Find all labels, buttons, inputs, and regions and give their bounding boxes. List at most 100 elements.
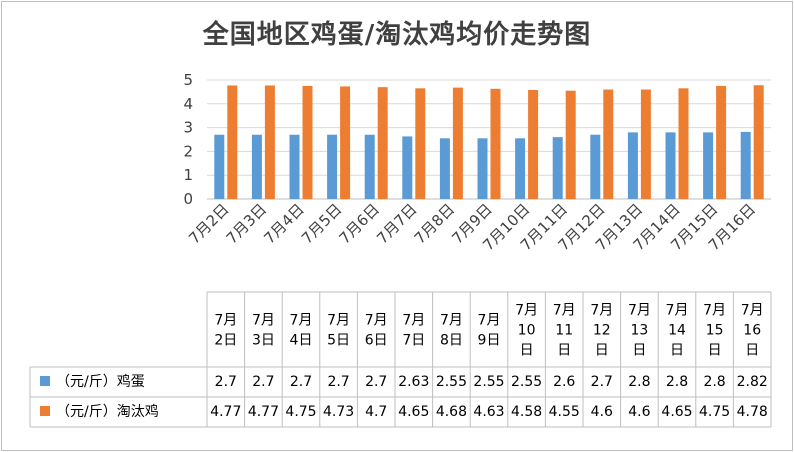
table-cell: 2.8 xyxy=(703,374,725,390)
legend-key-eggs xyxy=(40,376,50,386)
table-cell: 4.63 xyxy=(473,404,504,420)
bar-eggs xyxy=(627,132,638,199)
bar-eggs xyxy=(552,137,563,199)
table-cell: 4.75 xyxy=(699,404,730,420)
table-cell: 2.7 xyxy=(365,374,387,390)
table-cell: 4.65 xyxy=(661,404,692,420)
table-header-text: 7月 xyxy=(703,303,726,319)
legend-label: （元/斤）鸡蛋 xyxy=(56,373,145,390)
bar-eggs xyxy=(703,132,714,199)
bar-eggs xyxy=(214,134,225,199)
table-header-text: 7月 xyxy=(327,313,350,329)
table-header-text: 7月 xyxy=(590,303,613,319)
y-tick-label: 5 xyxy=(183,71,193,89)
chart-title: 全国地区鸡蛋/淘汰鸡均价走势图 xyxy=(202,20,592,50)
table-cell: 4.6 xyxy=(628,404,650,420)
table-cell: 2.8 xyxy=(666,374,688,390)
table-cell: 2.63 xyxy=(398,374,429,390)
table-cell: 4.7 xyxy=(365,404,387,420)
table-header-text: 7月 xyxy=(515,303,538,319)
table-cell: 4.68 xyxy=(436,404,467,420)
y-tick-label: 2 xyxy=(183,142,193,160)
table-header-text: 12 xyxy=(593,323,611,339)
table-cell: 2.82 xyxy=(737,374,768,390)
x-tick-label: 7月8日 xyxy=(411,200,458,247)
table-header-text: 7月 xyxy=(252,313,275,329)
table-header-text: 7月 xyxy=(666,303,689,319)
bar-eggs xyxy=(364,134,375,199)
y-tick-label: 4 xyxy=(183,95,193,113)
bar-culled-hens xyxy=(603,89,614,199)
table-header-text: 9日 xyxy=(478,333,501,349)
table-header-text: 7月 xyxy=(440,313,463,329)
table-header-text: 7月 xyxy=(553,303,576,319)
table-header-text: 15 xyxy=(706,323,724,339)
table-header-text: 11 xyxy=(555,323,573,339)
x-tick-label: 7月4日 xyxy=(260,200,307,247)
table-header-text: 7日 xyxy=(402,333,425,349)
table-cell: 4.55 xyxy=(549,404,580,420)
bar-culled-hens xyxy=(528,89,539,199)
x-tick-label: 7月6日 xyxy=(336,200,383,247)
table-cell: 4.77 xyxy=(210,404,241,420)
bar-eggs xyxy=(251,134,262,199)
bar-culled-hens xyxy=(415,88,426,199)
bar-eggs xyxy=(439,138,450,199)
table-cell: 4.75 xyxy=(285,404,316,420)
table-header-text: 日 xyxy=(632,343,646,359)
x-tick-label: 7月3日 xyxy=(223,200,270,247)
table-header-text: 日 xyxy=(595,343,609,359)
table-cell: 2.7 xyxy=(290,374,312,390)
bar-culled-hens xyxy=(716,85,727,199)
table-header-text: 日 xyxy=(708,343,722,359)
table-cell: 2.55 xyxy=(436,374,467,390)
table-cell: 2.8 xyxy=(628,374,650,390)
bar-culled-hens xyxy=(565,90,576,199)
table-cell: 4.77 xyxy=(248,404,279,420)
bar-culled-hens xyxy=(452,87,463,199)
bar-culled-hens xyxy=(340,86,351,199)
table-cell: 4.65 xyxy=(398,404,429,420)
bar-eggs xyxy=(740,131,751,199)
table-cell: 4.6 xyxy=(591,404,613,420)
table-header-text: 4日 xyxy=(290,333,313,349)
table-header-text: 日 xyxy=(557,343,571,359)
table-header-text: 7月 xyxy=(290,313,313,329)
table-header-text: 7月 xyxy=(741,303,764,319)
bar-eggs xyxy=(515,138,526,199)
bar-culled-hens xyxy=(753,85,764,199)
table-header-text: 6日 xyxy=(365,333,388,349)
y-tick-label: 1 xyxy=(183,166,193,184)
table-header-text: 日 xyxy=(745,343,759,359)
bar-eggs xyxy=(289,134,300,199)
bar-culled-hens xyxy=(227,85,238,199)
table-cell: 4.58 xyxy=(511,404,542,420)
bar-culled-hens xyxy=(678,88,689,199)
table-cell: 2.7 xyxy=(591,374,613,390)
bar-eggs xyxy=(665,132,676,199)
bar-culled-hens xyxy=(264,85,275,199)
table-header-text: 日 xyxy=(670,343,684,359)
legend-label: （元/斤）淘汰鸡 xyxy=(56,403,159,420)
table-header-text: 7月 xyxy=(478,313,501,329)
table-cell: 2.7 xyxy=(252,374,274,390)
table-header-text: 5日 xyxy=(327,333,350,349)
table-header-text: 13 xyxy=(630,323,648,339)
table-header-text: 7月 xyxy=(402,313,425,329)
table-header-text: 2日 xyxy=(214,333,237,349)
table-cell: 2.55 xyxy=(511,374,542,390)
bar-culled-hens xyxy=(640,89,651,199)
bar-culled-hens xyxy=(490,88,501,199)
table-header-text: 16 xyxy=(743,323,761,339)
legend-key-culled-hens xyxy=(40,406,50,416)
table-cell: 2.7 xyxy=(327,374,349,390)
table-header-text: 日 xyxy=(520,343,534,359)
x-tick-label: 7月7日 xyxy=(373,200,420,247)
table-header-text: 3日 xyxy=(252,333,275,349)
y-tick-label: 0 xyxy=(183,190,193,208)
table-header-text: 10 xyxy=(518,323,536,339)
table-header-text: 7月 xyxy=(214,313,237,329)
bar-eggs xyxy=(477,138,488,199)
